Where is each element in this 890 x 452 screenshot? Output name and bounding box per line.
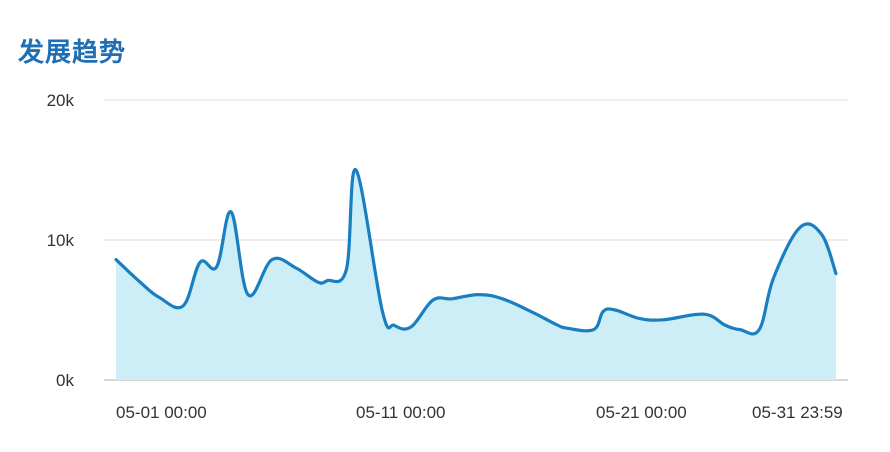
- grid-lines: [104, 99, 848, 241]
- x-tick-label: 05-11 00:00: [356, 403, 445, 422]
- y-axis-ticks: 0k 10k 20k: [47, 91, 75, 390]
- x-tick-label: 05-31 23:59: [752, 403, 843, 422]
- area-fill: [116, 169, 836, 380]
- y-tick-label: 0k: [56, 371, 74, 390]
- series-line[interactable]: [114, 168, 838, 336]
- x-axis-ticks: 05-01 00:00 05-11 00:00 05-21 00:00 05-31 2…: [116, 403, 843, 422]
- x-tick-label: 05-21 00:00: [596, 403, 687, 422]
- y-tick-label: 20k: [47, 91, 75, 110]
- chart-title: 发展趋势: [18, 38, 127, 68]
- x-tick-label: 05-01 00:00: [116, 403, 207, 422]
- y-tick-label: 10k: [47, 231, 75, 250]
